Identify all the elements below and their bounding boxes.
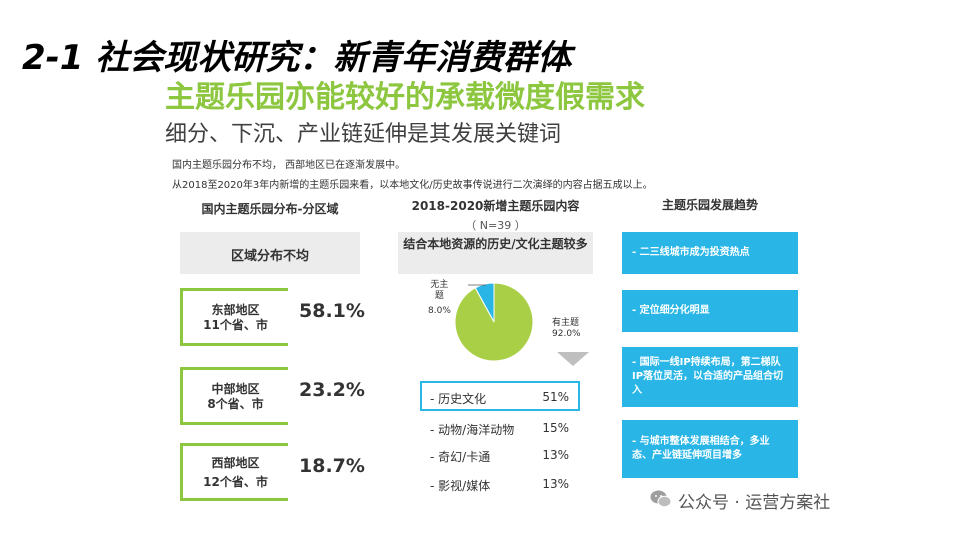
region-central-percent: 23.2% <box>299 379 365 401</box>
content-item-label: - 历史文化 <box>430 392 487 406</box>
pie-slice-theme <box>454 282 534 362</box>
watermark: 公众号 · 运营方案社 <box>678 493 831 513</box>
content-list-item: - 奇幻/卡通 13% <box>430 448 575 465</box>
region-heading: 国内主题乐园分布-分区域 <box>201 202 339 216</box>
content-label-box <box>398 232 593 274</box>
pie-label-theme: 有主题 92.0% <box>552 318 581 340</box>
trend-item: - 定位细分化明显 <box>622 290 798 332</box>
region-west: 西部地区 12个省、市 18.7% <box>180 443 365 501</box>
trend-heading: 主题乐园发展趋势 <box>661 198 758 212</box>
list-highlight-box <box>420 381 580 411</box>
theme-pie-chart <box>454 282 534 362</box>
region-east-name: 东部地区 <box>211 303 260 317</box>
content-list-item: - 历史文化 51% <box>430 390 575 407</box>
pie-label-no-theme: 无主 题 8.0% <box>428 280 451 317</box>
region-east: 东部地区 11个省、市 58.1% <box>180 288 365 346</box>
region-east-detail: 11个省、市 <box>203 318 268 332</box>
content-list-item: - 影视/媒体 13% <box>430 477 575 494</box>
trend-item: - 国际一线IP持续布局，第二梯队IP落位灵活，以合适的产品组合切入 <box>622 347 798 407</box>
content-item-label: - 动物/海洋动物 <box>430 423 515 437</box>
content-item-label: - 影视/媒体 <box>430 479 491 493</box>
region-central-detail: 8个省、市 <box>207 397 264 411</box>
content-item-value: 13% <box>542 477 569 491</box>
content-item-value: 51% <box>542 390 569 404</box>
region-label-box <box>180 232 360 274</box>
content-list-item: - 动物/海洋动物 15% <box>430 421 575 438</box>
sample-size: （ N=39 ） <box>465 219 526 232</box>
content-item-label: - 奇幻/卡通 <box>430 450 491 464</box>
pie-label-theme-text: 有主题 <box>552 318 580 328</box>
content-item-value: 13% <box>542 448 569 462</box>
page-keywords: 细分、下沉、产业链延伸是其发展关键词 <box>165 122 562 147</box>
trend-item: - 与城市整体发展相结合，多业态、产业链延伸项目增多 <box>622 420 798 478</box>
note-line-2: 从2018至2020年3年内新增的主题乐园来看，以本地文化/历史故事传说进行二次… <box>172 180 653 191</box>
pie-value-no-theme: 8.0% <box>428 306 451 316</box>
trend-item: - 二三线城市成为投资热点 <box>622 232 798 274</box>
down-arrow-icon <box>557 352 589 366</box>
region-central-name: 中部地区 <box>211 382 260 396</box>
wechat-icon <box>650 490 672 508</box>
note-line-1: 国内主题乐园分布不均， 西部地区已在逐渐发展中。 <box>172 160 406 171</box>
region-west-name: 西部地区 <box>211 456 260 470</box>
content-item-value: 15% <box>542 421 569 435</box>
region-central: 中部地区 8个省、市 23.2% <box>180 367 365 425</box>
page-subtitle: 主题乐园亦能较好的承载微度假需求 <box>165 80 645 115</box>
pie-value-theme: 92.0% <box>552 329 581 339</box>
pie-label-no-theme-line-2: 题 <box>434 291 444 301</box>
content-label: 结合本地资源的历史/文化主题较多 <box>403 237 588 251</box>
region-west-detail: 12个省、市 <box>203 475 268 489</box>
pie-label-no-theme-line-1: 无主 <box>430 280 449 290</box>
content-heading: 2018-2020新增主题乐园内容 <box>411 199 580 213</box>
region-east-percent: 58.1% <box>299 300 365 322</box>
region-label: 区域分布不均 <box>230 249 309 264</box>
page-title: 2-1 社会现状研究：新青年消费群体 <box>22 38 572 78</box>
region-west-percent: 18.7% <box>299 455 365 477</box>
